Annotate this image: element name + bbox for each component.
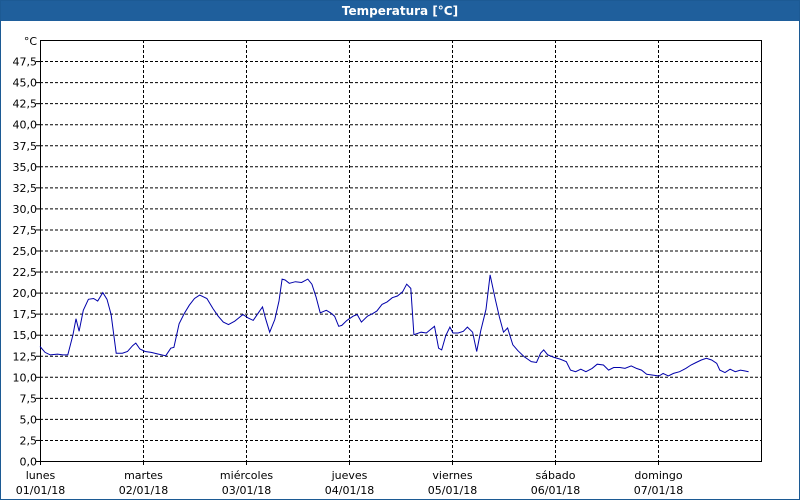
y-tick-label: 7,5 [20, 392, 38, 405]
x-tick-date-label: 05/01/18 [428, 484, 477, 497]
x-tick-day-label: lunes [26, 469, 56, 482]
y-tick-label: 25,0 [13, 245, 38, 258]
x-tick-day-label: domingo [634, 469, 682, 482]
x-tick-date-label: 04/01/18 [325, 484, 374, 497]
y-tick-label: 12,5 [13, 350, 38, 363]
labels: 0,0 2,5 5,0 7,5 10,0 12,5 15,0 17,5 20,0 22,5 25,0… [13, 35, 684, 497]
y-tick-label: 10,0 [13, 371, 38, 384]
y-tick-label: 32,5 [13, 182, 38, 195]
y-tick-label: 15,0 [13, 329, 38, 342]
y-tick-label: 47,5 [13, 56, 38, 69]
y-tick-label: 5,0 [20, 413, 38, 426]
y-tick-label: 40,0 [13, 119, 38, 132]
y-tick-label: 20,0 [13, 287, 38, 300]
y-tick-label: 0,0 [20, 456, 38, 469]
x-tick-day-label: martes [124, 469, 163, 482]
x-tick-date-label: 07/01/18 [634, 484, 683, 497]
x-tick-day-label: jueves [331, 469, 368, 482]
x-tick-date-label: 01/01/18 [16, 484, 65, 497]
x-tick-date-label: 06/01/18 [531, 484, 580, 497]
y-tick-label: 30,0 [13, 203, 38, 216]
y-tick-label: 45,0 [13, 77, 38, 90]
x-tick-day-label: miércoles [220, 469, 273, 482]
y-tick-label: 42,5 [13, 98, 38, 111]
x-tick-day-label: viernes [432, 469, 472, 482]
temperature-line [39, 274, 749, 377]
temperature-chart: 0,0 2,5 5,0 7,5 10,0 12,5 15,0 17,5 20,0 22,5 25,0… [13, 35, 762, 497]
y-tick-label: 2,5 [20, 434, 38, 447]
x-tick-date-label: 03/01/18 [222, 484, 271, 497]
y-tick-label: 27,5 [13, 224, 38, 237]
y-tick-label: 22,5 [13, 266, 38, 279]
series-layer [39, 274, 749, 377]
y-unit-label: °C [24, 35, 38, 48]
plot-frame [40, 40, 762, 462]
y-tick-label: 37,5 [13, 140, 38, 153]
grid [40, 40, 761, 461]
axes [36, 40, 762, 465]
x-tick-date-label: 02/01/18 [119, 484, 168, 497]
window-title: Temperatura [°C] [1, 1, 799, 21]
x-tick-day-label: sábado [536, 469, 576, 482]
y-tick-label: 35,0 [13, 161, 38, 174]
y-tick-label: 17,5 [13, 308, 38, 321]
